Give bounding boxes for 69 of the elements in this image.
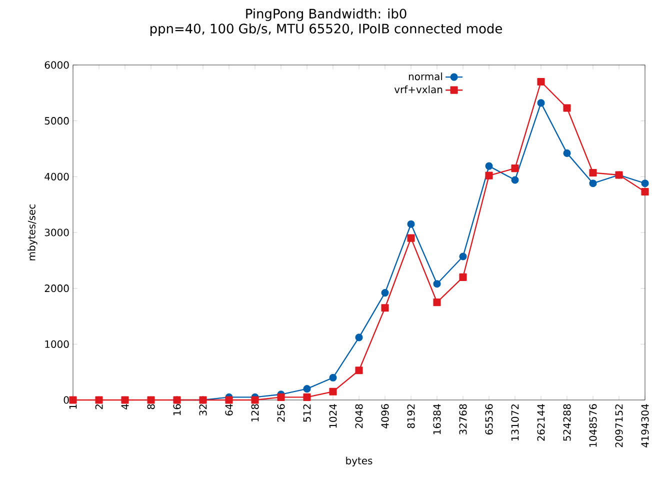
point: [563, 104, 571, 112]
point: [329, 388, 337, 396]
point: [381, 304, 389, 312]
point: [303, 385, 311, 393]
x-tick-label: 2097152: [615, 404, 623, 448]
x-tick-label: 4194304: [641, 404, 649, 448]
x-tick-label: 64: [225, 404, 233, 416]
point: [459, 273, 467, 281]
x-tick-label: 1024: [329, 404, 337, 428]
point: [511, 176, 519, 184]
y-tick-label: 6000: [44, 61, 69, 69]
x-axis-title: bytes: [346, 456, 372, 466]
x-tick-label: 16: [173, 404, 181, 416]
y-tick-label: 0: [64, 396, 69, 404]
point: [355, 366, 363, 374]
legend-label: normal: [408, 72, 442, 80]
x-tick-label: 2: [95, 404, 103, 410]
x-tick-label: 1048576: [589, 404, 597, 447]
y-tick-label: 5000: [44, 117, 69, 125]
point: [251, 396, 259, 404]
point: [589, 168, 597, 177]
x-tick-label: 1: [69, 404, 77, 409]
y-tick-label: 3000: [44, 228, 69, 236]
point: [225, 396, 233, 404]
point: [121, 396, 129, 404]
y-tick-label: 4000: [44, 172, 69, 180]
point: [641, 188, 649, 196]
x-tick-label: 8192: [407, 404, 415, 428]
point: [147, 396, 155, 404]
point: [589, 180, 597, 188]
point: [459, 252, 467, 260]
point: [641, 180, 649, 188]
x-tick-label: 128: [251, 404, 259, 422]
legend-label: vrf+vxlan: [394, 86, 442, 94]
chart-subtitle: ppn=40, 100 Gb/s, MTU 65520, IPoIB connected mode: [150, 23, 502, 36]
point: [433, 280, 441, 288]
x-tick-label: 524288: [563, 404, 571, 441]
x-tick-label: 4: [121, 404, 129, 410]
x-tick-label: 512: [303, 404, 311, 422]
point: [303, 393, 311, 401]
x-tick-label: 8: [147, 404, 155, 410]
x-tick-label: 32768: [459, 404, 467, 434]
point: [355, 334, 363, 342]
point: [277, 393, 285, 401]
point: [381, 289, 389, 297]
point: [433, 298, 441, 306]
x-tick-label: 256: [277, 404, 285, 422]
x-tick-label: 16384: [433, 404, 441, 434]
chart-title: PingPong Bandwidth: ib0: [246, 8, 406, 22]
x-tick-label: 32: [199, 404, 207, 416]
point: [329, 374, 337, 382]
point: [537, 78, 545, 86]
point: [511, 164, 519, 172]
x-tick-label: 65536: [485, 404, 493, 434]
point: [485, 162, 493, 170]
point: [563, 149, 571, 157]
point: [407, 220, 415, 228]
point: [407, 234, 415, 242]
point: [95, 396, 103, 404]
point: [485, 172, 493, 180]
x-tick-label: 2048: [355, 404, 363, 428]
y-tick-label: 1000: [45, 340, 69, 348]
point: [69, 396, 77, 404]
point: [537, 99, 545, 107]
x-tick-label: 262144: [537, 404, 545, 441]
x-tick-label: 4096: [381, 404, 389, 428]
y-tick-label: 2000: [44, 284, 69, 292]
x-tick-label: 131072: [511, 404, 519, 440]
y-axis-title: mbytes/sec: [28, 204, 38, 260]
